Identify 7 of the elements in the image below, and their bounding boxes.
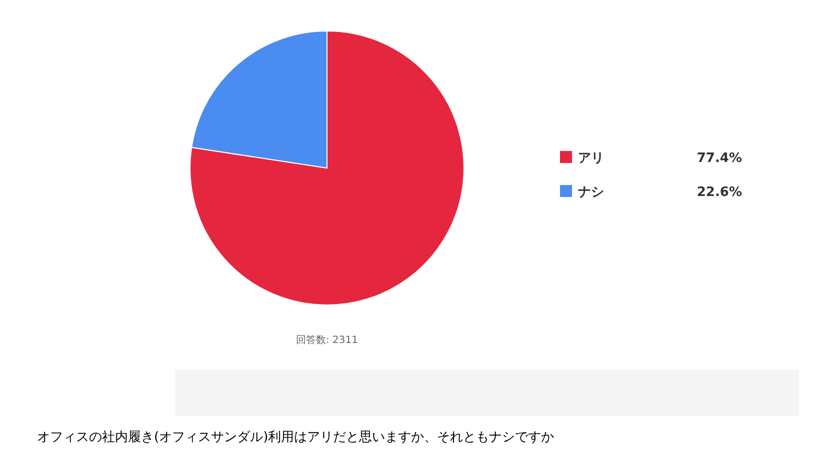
legend-label: アリ <box>578 151 604 166</box>
data-label: 22.6% <box>696 185 742 200</box>
text: 回答数: 2311 <box>296 334 358 346</box>
data-label: 77.4% <box>696 151 742 166</box>
pie-slice <box>190 30 464 306</box>
legend-label: ナシ <box>578 185 604 200</box>
text: オフィスの社内履き(オフィスサンダル)利用はアリだと思いますか、それともナシですか <box>37 430 554 445</box>
